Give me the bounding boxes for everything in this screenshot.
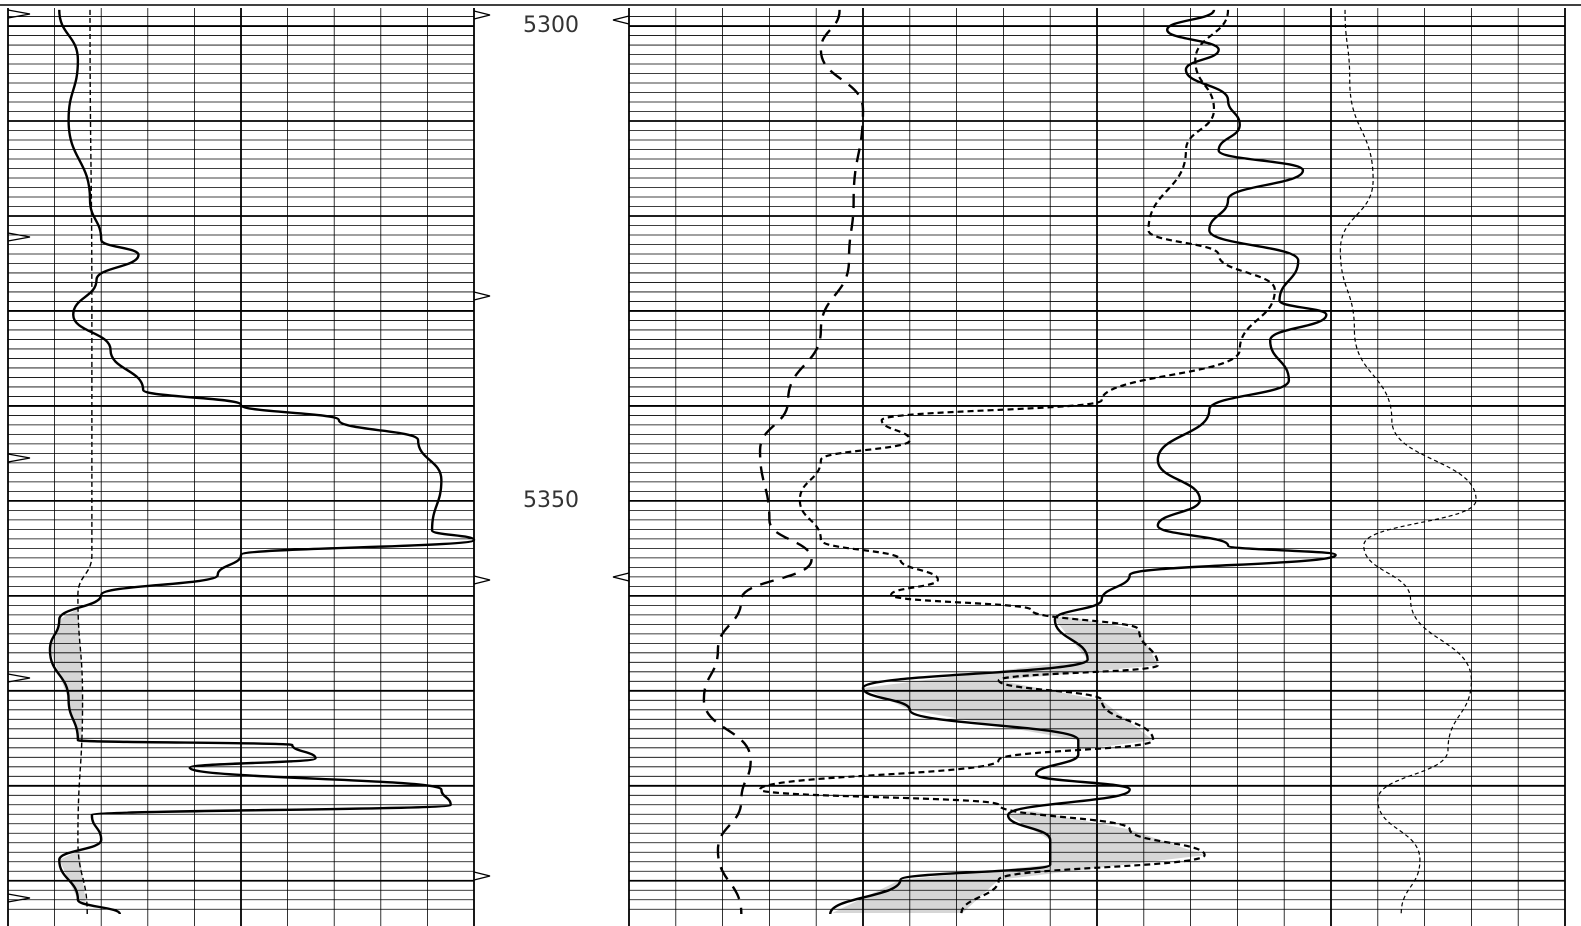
shading (59, 851, 86, 902)
log-curve (829, 9, 1337, 915)
shading (863, 616, 1158, 750)
depth-label: 5300 (523, 13, 579, 38)
track (7, 8, 476, 926)
shading (49, 609, 83, 741)
log-curve (48, 9, 476, 916)
flags (7, 9, 630, 903)
log-curve (1339, 9, 1477, 915)
log-curve (758, 9, 1276, 915)
track (628, 8, 1566, 926)
log-curve (702, 9, 865, 915)
shading (832, 811, 1205, 914)
depth-label: 5350 (523, 488, 579, 513)
log-curve (77, 9, 93, 915)
